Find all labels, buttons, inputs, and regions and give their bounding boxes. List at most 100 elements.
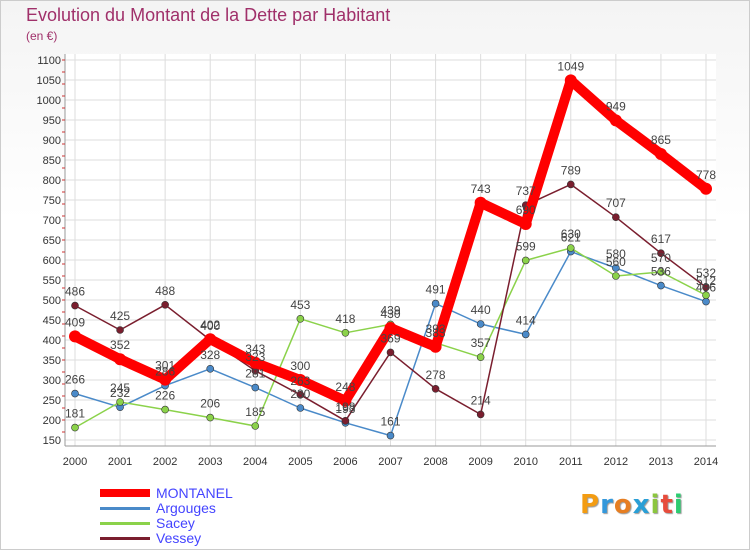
data-point-sacey [657,268,665,276]
data-label: 425 [110,309,130,323]
data-point-sacey [521,256,530,265]
y-tick-label: 950 [43,115,61,127]
data-label: 286 [155,365,175,379]
y-tick-label: 750 [43,195,61,207]
data-label: 486 [65,285,85,299]
data-point-argouges [386,431,395,440]
data-label: 369 [380,331,400,345]
data-point-montanel [654,148,667,160]
x-tick-label: 2005 [288,456,312,468]
data-label: 414 [516,313,536,327]
data-point-vessey [341,416,350,425]
data-point-argouges [702,297,710,306]
chart-title: Evolution du Montant de la Dette par Hab… [26,5,391,25]
logo-letter: i [673,490,684,520]
data-point-sacey [296,314,305,323]
data-point-argouges [296,404,305,412]
y-tick-label: 650 [43,235,61,247]
data-label: 409 [65,315,85,329]
data-label: 266 [65,373,85,387]
data-label: 226 [155,389,175,403]
x-tick-label: 2012 [604,456,628,468]
y-tick-label: 400 [43,335,61,347]
data-label: 343 [245,342,265,356]
data-point-argouges [206,364,215,373]
data-label: 1049 [557,59,584,73]
y-tick-label: 1100 [37,55,61,67]
legend-label: Argouges [156,500,216,516]
data-label: 230 [290,387,310,401]
data-label: 193 [335,402,355,416]
logo-letter: r [600,490,614,520]
y-tick-label: 200 [43,415,61,427]
data-point-montanel [429,340,442,353]
y-tick-label: 1000 [37,95,61,107]
x-tick-label: 2010 [513,456,537,468]
proxiti-logo: Proxiti [580,490,684,520]
data-label: 949 [606,99,626,113]
data-labels: 409 352 301 402 343 300 248 430 383 743 690 1049 949… [65,59,716,428]
logo-letter: o [613,490,633,520]
x-tick-label: 2014 [694,456,718,468]
data-label: 737 [516,184,536,198]
data-label: 491 [426,283,446,297]
y-tick-label: 150 [43,435,61,447]
data-point-montanel [339,394,352,407]
data-point-vessey [476,410,485,419]
data-label: 743 [471,182,491,196]
data-point-argouges [431,299,440,308]
data-point-vessey [71,301,79,310]
y-tick-label: 700 [43,215,61,227]
data-label: 214 [471,393,491,407]
data-label: 357 [471,336,491,350]
data-point-montanel [69,330,81,343]
y-tick-label: 300 [43,375,61,387]
x-tick-label: 2004 [243,456,267,468]
data-point-argouges [476,320,485,328]
data-point-vessey [116,326,124,334]
data-label: 865 [651,133,671,147]
y-tick-label: 850 [43,155,61,167]
y-tick-label: 450 [43,315,61,327]
data-point-sacey [702,291,710,300]
y-tick-label: 350 [43,355,61,367]
x-tick-label: 2007 [378,456,402,468]
logo-letter: t [660,490,674,520]
data-label: 496 [696,281,716,295]
data-point-vessey [161,300,169,309]
data-point-vessey [431,384,440,393]
data-label: 185 [245,405,265,419]
data-point-vessey [386,348,395,357]
data-point-vessey [657,249,665,257]
data-label: 383 [426,326,446,340]
y-tick-label: 500 [43,295,61,307]
data-label: 621 [561,231,581,245]
axes: 150 200 250 300 350 400 450 500 550 600 650 700 750 8… [37,54,718,468]
data-label: 707 [606,196,626,210]
data-label: 245 [110,381,130,395]
legend-label: MONTANEL [156,485,233,501]
data-label: 248 [335,380,355,394]
y-tick-label: 550 [43,275,61,287]
data-point-montanel [609,114,622,127]
data-point-montanel [294,374,307,386]
data-label: 161 [380,415,400,429]
data-label: 536 [651,265,671,279]
data-label: 393 [426,322,446,336]
data-label: 532 [696,266,716,280]
data-label: 453 [290,298,310,312]
data-label: 400 [200,319,220,333]
y-tick-label: 800 [43,175,61,187]
data-point-sacey [566,244,575,252]
data-point-montanel [564,74,577,87]
x-tick-label: 2013 [649,456,673,468]
data-label: 430 [380,307,400,321]
data-point-sacey [206,413,215,422]
legend-label: Vessey [156,530,202,546]
data-point-montanel [519,218,532,230]
logo-letter: i [650,490,661,520]
data-label: 439 [380,303,400,317]
data-point-sacey [476,353,485,362]
chart-unit: (en €) [26,29,58,43]
data-label: 328 [200,348,220,362]
